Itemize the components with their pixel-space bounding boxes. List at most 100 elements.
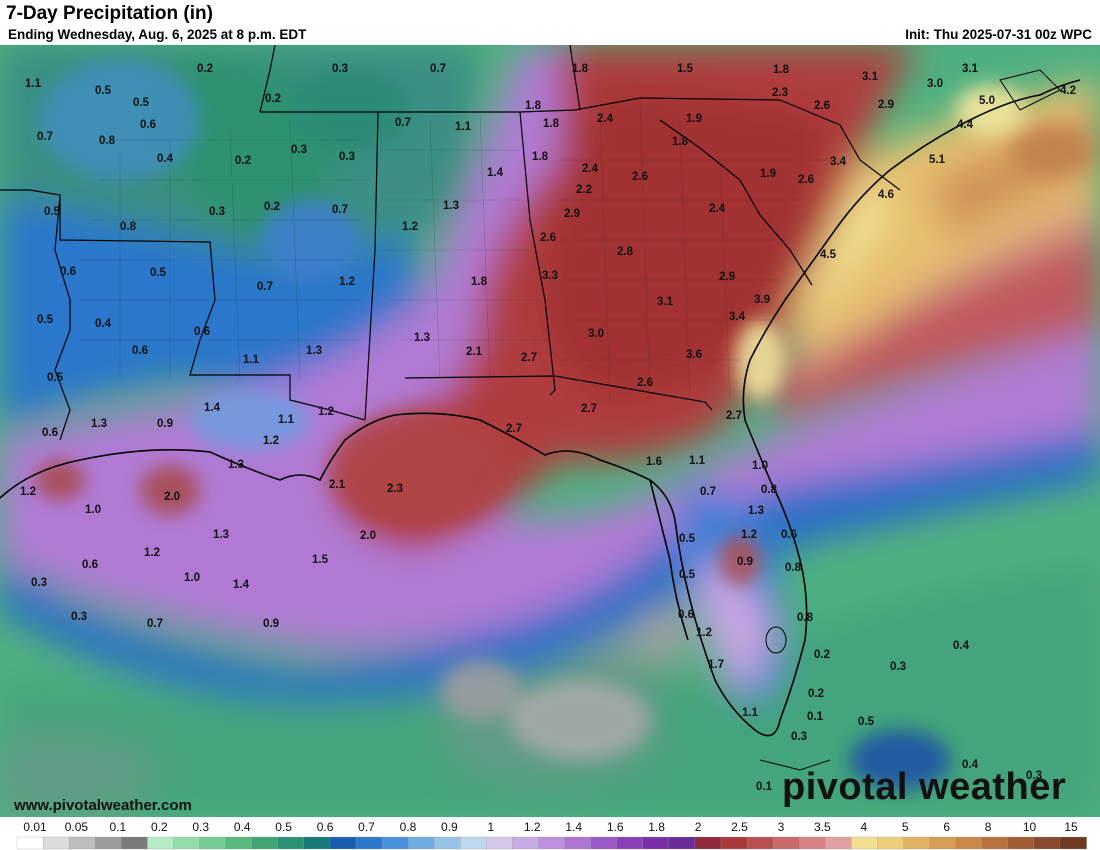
precip-value-label: 1.2 <box>144 547 160 559</box>
precip-value-label: 2.2 <box>576 184 592 196</box>
legend-tick-label: 0.7 <box>358 820 375 834</box>
precip-value-label: 1.1 <box>25 78 42 90</box>
precip-value-label: 2.4 <box>582 163 599 175</box>
precip-value-label: 1.4 <box>233 579 250 591</box>
legend-tick-label: 1.8 <box>648 820 665 834</box>
legend-swatch <box>538 836 566 850</box>
precip-value-label: 3.1 <box>862 71 879 83</box>
county-lines <box>80 99 840 401</box>
precip-value-label: 1.8 <box>543 118 560 130</box>
precip-value-label: 0.3 <box>339 151 355 163</box>
legend-swatch <box>903 836 931 850</box>
legend-swatch <box>329 836 357 850</box>
precip-value-label: 0.2 <box>814 649 830 661</box>
precip-value-label: 0.8 <box>797 612 814 624</box>
precip-value-label: 1.2 <box>696 627 712 639</box>
precip-value-label: 3.6 <box>686 349 702 361</box>
precip-value-label: 0.2 <box>264 201 280 213</box>
precip-value-label: 0.9 <box>263 618 279 630</box>
precip-value-label: 0.3 <box>890 661 906 673</box>
precip-value-label: 1.0 <box>184 572 200 584</box>
precip-value-label: 1.3 <box>443 200 459 212</box>
legend-swatch <box>407 836 435 850</box>
legend-swatch <box>355 836 383 850</box>
precipitation-map: 1.1 0.5 0.2 0.3 0.7 1.8 1.5 1.8 3.1 3.1 3.0 4.2 0.5 0… <box>0 45 1100 817</box>
precip-value-label: 2.6 <box>540 232 556 244</box>
legend-swatch <box>460 836 488 850</box>
precip-value-label: 0.7 <box>332 204 348 216</box>
legend-tick-label: 1.4 <box>565 820 582 834</box>
precip-value-label: 0.4 <box>962 759 979 771</box>
precip-value-label: 0.5 <box>133 97 150 109</box>
precip-value-label: 0.2 <box>265 93 281 105</box>
precip-value-label: 3.0 <box>927 78 943 90</box>
legend-swatch <box>225 836 253 850</box>
legend-swatch <box>95 836 123 850</box>
precip-value-label: 0.3 <box>71 611 87 623</box>
precip-value-label: 1.3 <box>91 418 107 430</box>
precip-value-label: 0.3 <box>291 144 307 156</box>
legend-tick-label: 0.2 <box>151 820 168 834</box>
precip-value-label: 1.0 <box>752 460 768 472</box>
precip-value-label: 1.9 <box>760 168 776 180</box>
precip-value-label: 0.6 <box>194 326 210 338</box>
page-title: 7-Day Precipitation (in) <box>6 3 213 24</box>
precip-value-label: 0.4 <box>157 153 174 165</box>
legend-swatch <box>825 836 853 850</box>
precip-value-label: 0.1 <box>756 781 773 793</box>
legend-tick-label: 0.1 <box>110 820 127 834</box>
precip-value-label: 0.9 <box>157 418 173 430</box>
precip-value-label: 0.6 <box>140 119 156 131</box>
precip-value-label: 0.3 <box>1026 770 1042 782</box>
legend-swatch <box>512 836 540 850</box>
valid-time-subtitle: Ending Wednesday, Aug. 6, 2025 at 8 p.m.… <box>8 27 307 42</box>
precip-value-label: 1.9 <box>686 113 702 125</box>
precip-value-label: 3.9 <box>754 294 770 306</box>
legend-swatch <box>929 836 957 850</box>
precip-value-label: 0.7 <box>147 618 163 630</box>
precip-value-label: 2.3 <box>772 87 788 99</box>
legend-swatch <box>121 836 149 850</box>
legend-swatch <box>616 836 644 850</box>
precip-value-label: 0.5 <box>37 314 54 326</box>
precip-value-label: 1.7 <box>708 659 724 671</box>
precip-value-label: 3.4 <box>729 311 746 323</box>
precip-value-label: 0.5 <box>679 533 696 545</box>
legend-swatch <box>303 836 331 850</box>
precip-value-label: 2.7 <box>581 403 597 415</box>
precip-value-label: 2.3 <box>387 483 403 495</box>
legend-swatch <box>251 836 279 850</box>
precip-value-label: 4.2 <box>1060 85 1076 97</box>
precip-value-label: 0.5 <box>44 206 61 218</box>
legend-tick-label: 0.9 <box>441 820 458 834</box>
precip-value-label: 4.6 <box>878 189 894 201</box>
precip-value-label: 1.8 <box>532 151 549 163</box>
precip-value-label: 1.1 <box>689 455 706 467</box>
precip-value-label: 1.8 <box>525 100 542 112</box>
precip-value-label: 2.4 <box>597 113 614 125</box>
precip-value-label: 1.5 <box>677 63 694 75</box>
precip-value-label: 0.8 <box>761 484 778 496</box>
precip-value-label: 2.6 <box>814 100 830 112</box>
precip-value-label: 0.4 <box>953 640 970 652</box>
legend-swatch <box>564 836 592 850</box>
precip-value-label: 1.3 <box>414 332 430 344</box>
legend-swatch <box>877 836 905 850</box>
precip-value-label: 1.1 <box>243 354 260 366</box>
precip-value-label: 0.5 <box>47 372 64 384</box>
precip-value-label: 1.2 <box>318 406 334 418</box>
legend-tick-label: 2 <box>695 820 702 834</box>
legend-tick-label: 5 <box>902 820 909 834</box>
precip-value-label: 2.6 <box>632 171 648 183</box>
precip-value-label: 1.1 <box>278 414 295 426</box>
precip-value-label: 0.8 <box>99 135 116 147</box>
precip-value-label: 0.6 <box>82 559 98 571</box>
precip-value-label: 1.2 <box>741 529 757 541</box>
precip-value-label: 0.6 <box>60 266 76 278</box>
legend-tick-label: 10 <box>1023 820 1037 834</box>
legend-tick-label: 0.6 <box>317 820 334 834</box>
precip-value-label: 0.5 <box>858 716 875 728</box>
coastlines <box>0 79 1081 737</box>
legend-swatch <box>486 836 514 850</box>
precip-value-label: 3.1 <box>962 63 979 75</box>
